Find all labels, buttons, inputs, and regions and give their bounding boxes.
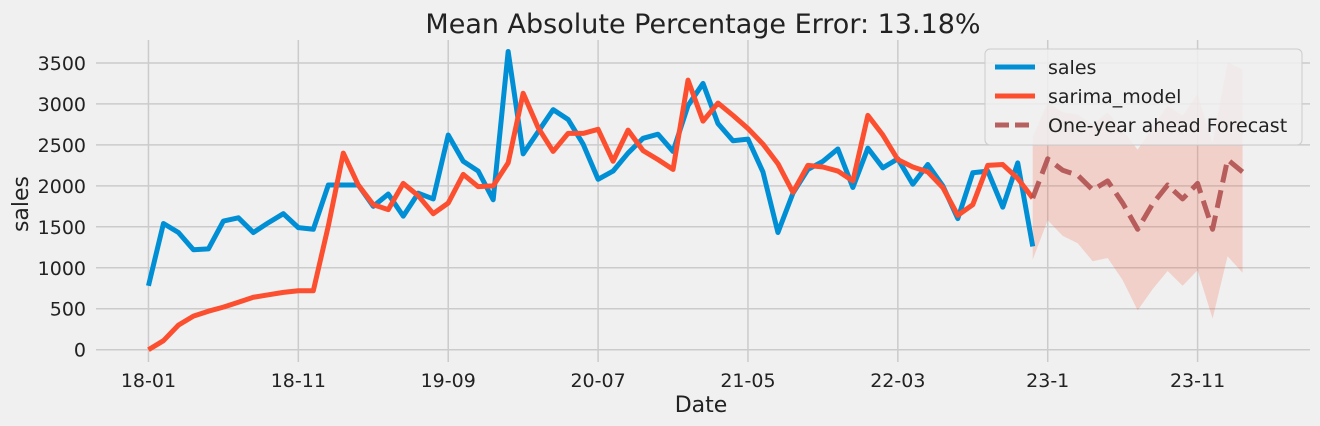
x-axis-label: Date: [675, 393, 728, 418]
series-lines: [146, 48, 1245, 352]
y-tick-label: 500: [50, 299, 86, 321]
x-tick-label: 21-05: [720, 370, 775, 392]
chart-title: Mean Absolute Percentage Error: 13.18%: [425, 9, 980, 40]
series-line-sarima-model: [147, 77, 1035, 352]
x-tick-labels: 18-01 18-11 19-09 20-07 21-05 22-03 23-1 23-11: [121, 370, 1225, 392]
y-tick-label: 0: [74, 340, 86, 362]
y-tick-label: 2500: [38, 135, 86, 157]
y-axis-label: sales: [9, 176, 34, 232]
legend-label: sales: [1048, 57, 1096, 79]
y-tick-label: 1500: [38, 217, 86, 239]
x-tick-label: 20-07: [570, 370, 625, 392]
y-tick-labels: 0 500 1000 1500 2000 2500 3000 3500: [38, 53, 86, 362]
legend-label: One-year ahead Forecast: [1048, 115, 1287, 137]
series-line-one-year-ahead-forecast: [1030, 156, 1245, 232]
legend: sales sarima_model One-year ahead Forecast: [984, 48, 1303, 146]
legend-label: sarima_model: [1048, 86, 1181, 108]
y-tick-label: 3000: [38, 94, 86, 116]
x-tick-label: 23-1: [1026, 370, 1069, 392]
x-tick-label: 22-03: [870, 370, 925, 392]
x-tick-label: 19-09: [421, 370, 476, 392]
x-tick-label: 23-11: [1170, 370, 1225, 392]
legend-frame: [984, 48, 1303, 146]
x-tick-label: 18-01: [121, 370, 176, 392]
y-tick-label: 2000: [38, 176, 86, 198]
y-tick-label: 1000: [38, 258, 86, 280]
x-tick-label: 18-11: [271, 370, 326, 392]
series-line-sales: [146, 48, 1036, 287]
y-tick-label: 3500: [38, 53, 86, 75]
